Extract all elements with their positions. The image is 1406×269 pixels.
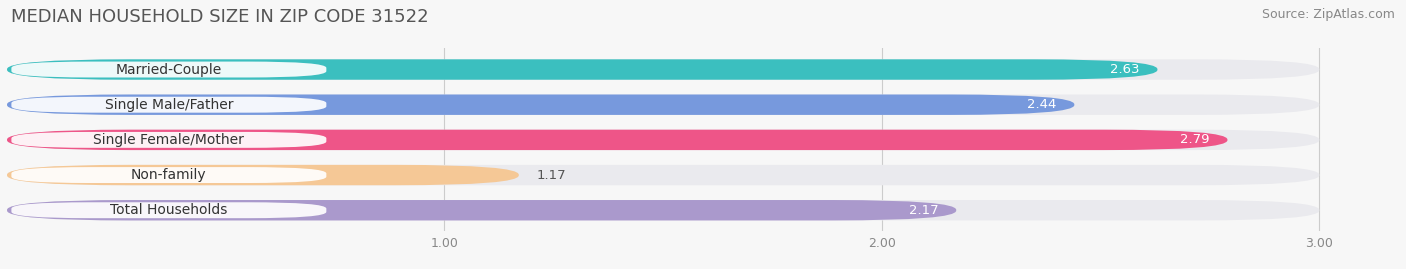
Text: 2.79: 2.79 xyxy=(1181,133,1211,146)
FancyBboxPatch shape xyxy=(11,132,326,148)
Text: Single Male/Father: Single Male/Father xyxy=(104,98,233,112)
FancyBboxPatch shape xyxy=(11,62,326,77)
Text: Married-Couple: Married-Couple xyxy=(115,62,222,76)
Text: 2.63: 2.63 xyxy=(1111,63,1140,76)
Text: Source: ZipAtlas.com: Source: ZipAtlas.com xyxy=(1261,8,1395,21)
Text: Single Female/Mother: Single Female/Mother xyxy=(93,133,245,147)
FancyBboxPatch shape xyxy=(11,167,326,183)
FancyBboxPatch shape xyxy=(7,200,1319,220)
FancyBboxPatch shape xyxy=(11,202,326,218)
Text: 2.44: 2.44 xyxy=(1028,98,1057,111)
FancyBboxPatch shape xyxy=(7,130,1227,150)
FancyBboxPatch shape xyxy=(7,59,1157,80)
FancyBboxPatch shape xyxy=(7,94,1319,115)
Text: Non-family: Non-family xyxy=(131,168,207,182)
Text: 2.17: 2.17 xyxy=(910,204,939,217)
Text: MEDIAN HOUSEHOLD SIZE IN ZIP CODE 31522: MEDIAN HOUSEHOLD SIZE IN ZIP CODE 31522 xyxy=(11,8,429,26)
FancyBboxPatch shape xyxy=(7,165,1319,185)
FancyBboxPatch shape xyxy=(7,94,1074,115)
Text: Total Households: Total Households xyxy=(110,203,228,217)
FancyBboxPatch shape xyxy=(7,165,519,185)
Text: 1.17: 1.17 xyxy=(536,169,567,182)
FancyBboxPatch shape xyxy=(7,59,1319,80)
FancyBboxPatch shape xyxy=(7,130,1319,150)
FancyBboxPatch shape xyxy=(11,97,326,113)
FancyBboxPatch shape xyxy=(7,200,956,220)
